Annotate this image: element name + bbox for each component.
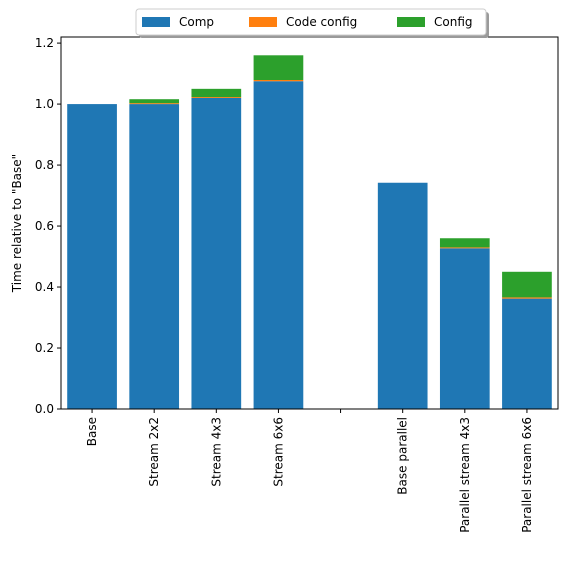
bar-config-2 bbox=[191, 88, 242, 98]
x-tick-label: Base bbox=[85, 417, 99, 446]
bar-config-3 bbox=[253, 55, 304, 80]
bar-config-7 bbox=[502, 271, 552, 298]
y-tick-label: 0.0 bbox=[35, 402, 54, 416]
y-tick-label: 0.8 bbox=[35, 158, 54, 172]
bar-code-config-2 bbox=[191, 97, 242, 98]
bar-comp-3 bbox=[253, 81, 304, 410]
x-tick-label: Stream 2x2 bbox=[147, 417, 161, 487]
legend-swatch bbox=[142, 17, 170, 27]
legend: Comp Code config Config bbox=[135, 8, 489, 38]
bar-code-config-7 bbox=[502, 297, 552, 299]
x-tick-label: Base parallel bbox=[396, 417, 410, 495]
x-tick-label: Stream 6x6 bbox=[271, 417, 285, 487]
y-tick-label: 1.0 bbox=[35, 97, 54, 111]
legend-swatch bbox=[397, 17, 425, 27]
legend-label: Comp bbox=[179, 15, 214, 29]
x-tick-label: Stream 4x3 bbox=[209, 417, 223, 487]
bar-code-config-6 bbox=[439, 247, 490, 249]
y-tick-label: 0.4 bbox=[35, 280, 54, 294]
bar-config-6 bbox=[439, 238, 490, 248]
bar-code-config-1 bbox=[129, 103, 180, 105]
x-tick-label: Parallel stream 6x6 bbox=[520, 417, 534, 533]
bar-comp-5 bbox=[377, 182, 428, 409]
bar-comp-6 bbox=[439, 248, 490, 409]
legend-label: Config bbox=[434, 15, 473, 29]
bar-comp-0 bbox=[67, 104, 117, 409]
bar-config-1 bbox=[129, 99, 180, 104]
x-axis: Base Stream 2x2 Stream 4x3 Stream 6x6 Base p… bbox=[85, 409, 534, 533]
y-axis-label: Time relative to "Base" bbox=[10, 154, 24, 293]
y-tick-label: 0.2 bbox=[35, 341, 54, 355]
y-tick-label: 1.2 bbox=[35, 36, 54, 50]
bar-comp-1 bbox=[129, 104, 180, 409]
y-tick-label: 0.6 bbox=[35, 219, 54, 233]
legend-label: Code config bbox=[286, 15, 357, 29]
y-axis: 0.0 0.2 0.4 0.6 0.8 1.0 1.2 bbox=[35, 36, 61, 416]
bar-code-config-3 bbox=[253, 79, 304, 82]
legend-swatch bbox=[249, 17, 277, 27]
x-tick-label: Parallel stream 4x3 bbox=[458, 417, 472, 533]
bar-comp-7 bbox=[502, 298, 552, 409]
legend-box bbox=[135, 8, 487, 36]
bars-layer bbox=[67, 55, 552, 410]
bar-comp-2 bbox=[191, 97, 242, 409]
